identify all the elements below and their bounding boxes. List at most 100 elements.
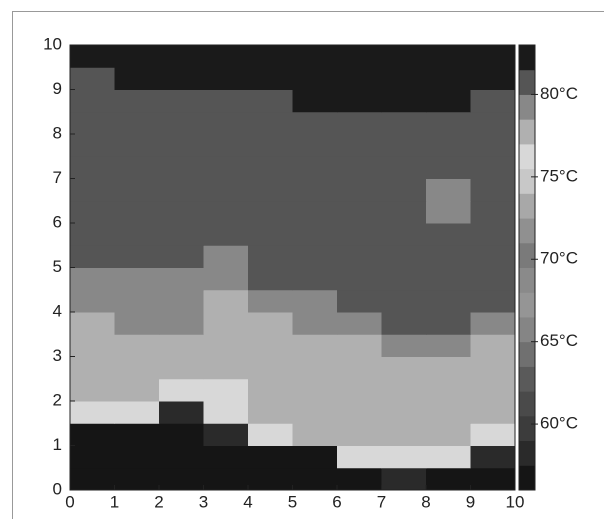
heat-cell [204,179,249,202]
heatmap [70,45,516,491]
heat-cell [293,357,338,380]
heat-cell [248,156,293,179]
heat-cell [426,112,471,135]
heat-cell [159,446,204,469]
y-tick-label: 3 [53,346,62,365]
heat-cell [471,446,516,469]
heat-cell [471,179,516,202]
heat-cell [70,468,115,491]
heat-cell [293,290,338,313]
heat-cell [382,446,427,469]
heat-cell [115,112,160,135]
heat-cell [204,268,249,291]
heat-cell [115,357,160,380]
heat-cell [159,268,204,291]
x-tick-label: 4 [243,492,252,511]
colorbar-tick-label: 60°C [540,414,578,433]
heat-cell [70,312,115,335]
y-tick-label: 8 [53,123,62,142]
heat-cell [471,134,516,157]
heat-cell [471,423,516,446]
colorbar-band [519,416,535,441]
heat-cell [426,379,471,402]
heat-cell [382,468,427,491]
heat-cell [159,312,204,335]
heat-cell [115,201,160,224]
heat-cell [426,423,471,446]
heat-cell [70,179,115,202]
y-tick-label: 4 [53,301,62,320]
heat-cell [293,45,338,68]
heat-cell [426,268,471,291]
heat-cell [159,245,204,268]
heat-cell [382,334,427,357]
heat-cell [248,268,293,291]
heat-cell [382,45,427,68]
colorbar: 60°C65°C70°C75°C80°C [519,45,578,491]
heat-cell [115,334,160,357]
x-tick-label: 0 [65,492,74,511]
heat-cell [159,223,204,246]
heat-cell [204,67,249,90]
heat-cell [115,245,160,268]
colorbar-tick-label: 75°C [540,166,578,185]
heat-cell [337,179,382,202]
heat-cell [70,423,115,446]
colorbar-tick-label: 80°C [540,84,578,103]
heat-cell [115,179,160,202]
heat-cell [204,423,249,446]
heat-cell [115,468,160,491]
heat-cell [293,401,338,424]
heat-cell [426,312,471,335]
colorbar-band [519,268,535,293]
heat-cell [248,357,293,380]
heat-cell [471,290,516,313]
heat-cell [159,379,204,402]
heat-cell [426,45,471,68]
colorbar-band [519,292,535,317]
x-tick-label: 9 [466,492,475,511]
heat-cell [70,90,115,113]
heat-cell [159,45,204,68]
heat-cell [204,112,249,135]
heat-cell [337,45,382,68]
heat-cell [70,112,115,135]
heat-cell [248,423,293,446]
heat-cell [248,179,293,202]
colorbar-band [519,70,535,95]
heat-cell [337,423,382,446]
heat-cell [426,223,471,246]
heat-cell [159,67,204,90]
heat-cell [426,201,471,224]
heat-cell [204,468,249,491]
heat-cell [471,379,516,402]
heat-cell [159,334,204,357]
heat-cell [382,245,427,268]
heat-cell [248,90,293,113]
heat-cell [337,468,382,491]
heat-cell [382,156,427,179]
heat-cell [293,179,338,202]
heat-cell [70,401,115,424]
heat-cell [337,134,382,157]
x-tick-label: 3 [199,492,208,511]
heat-cell [293,134,338,157]
heat-cell [337,312,382,335]
heat-cell [70,223,115,246]
heat-cell [426,67,471,90]
heat-cell [471,90,516,113]
heat-cell [204,290,249,313]
colorbar-band [519,218,535,243]
heat-cell [382,357,427,380]
heat-cell [382,223,427,246]
heat-cell [471,112,516,135]
x-tick-label: 7 [377,492,386,511]
heat-cell [382,179,427,202]
heat-cell [293,268,338,291]
heat-cell [382,201,427,224]
heat-cell [159,290,204,313]
x-tick-label: 2 [154,492,163,511]
heat-cell [426,334,471,357]
heat-cell [426,134,471,157]
